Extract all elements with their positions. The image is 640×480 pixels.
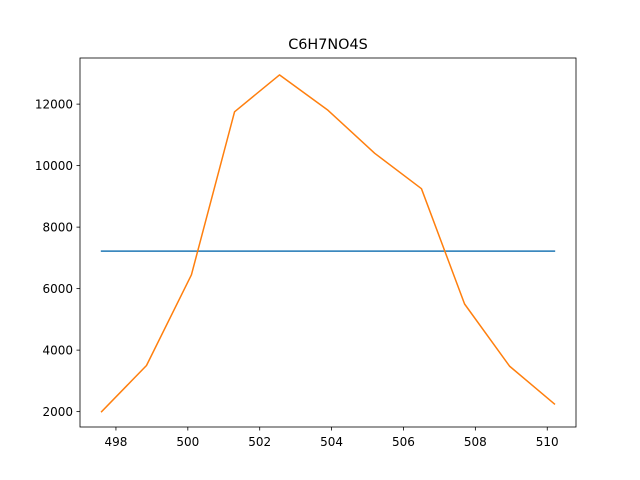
x-tick-label: 510 — [536, 435, 559, 449]
x-tick-label: 502 — [248, 435, 271, 449]
y-axis: 2000 4000 6000 8000 10000 12000 — [35, 98, 80, 419]
series-line-2 — [100, 74, 556, 413]
x-tick-label: 500 — [176, 435, 199, 449]
x-tick-label: 498 — [104, 435, 127, 449]
x-axis: 498 500 502 504 506 508 510 — [104, 427, 559, 449]
y-tick-label: 4000 — [42, 344, 73, 358]
x-tick-label: 506 — [392, 435, 415, 449]
series-layer — [100, 74, 556, 413]
chart-title: C6H7NO4S — [288, 37, 368, 53]
y-tick-label: 6000 — [42, 282, 73, 296]
y-tick-label: 10000 — [35, 159, 73, 173]
y-tick-label: 2000 — [42, 405, 73, 419]
x-tick-label: 504 — [320, 435, 343, 449]
plot-area-frame — [79, 57, 577, 428]
x-tick-label: 508 — [464, 435, 487, 449]
y-tick-label: 8000 — [42, 221, 73, 235]
y-tick-label: 12000 — [35, 98, 73, 112]
